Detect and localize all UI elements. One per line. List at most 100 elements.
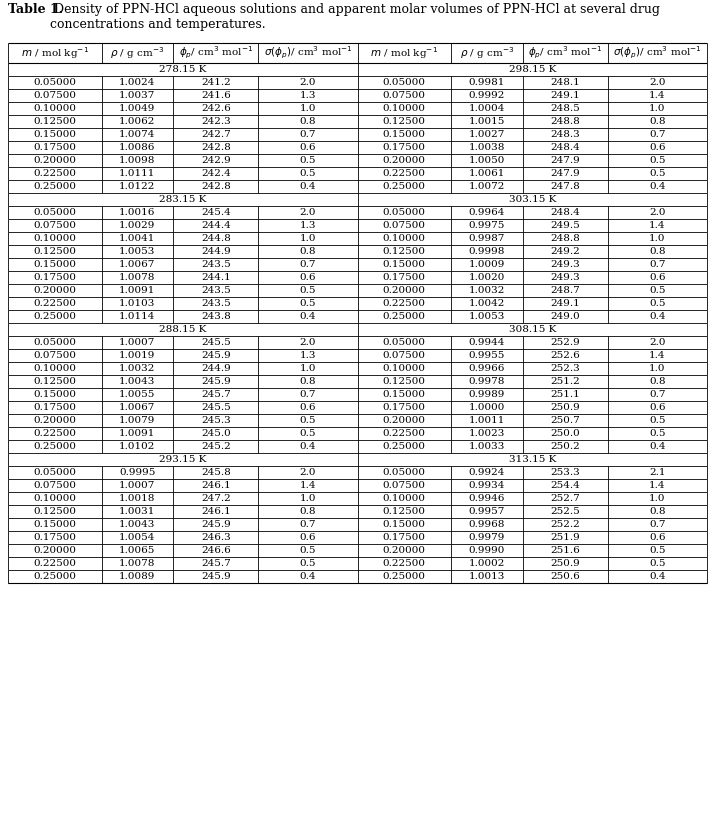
Text: 1.0024: 1.0024 bbox=[119, 78, 156, 87]
Text: $\sigma(\phi_p)$/ cm$^3$ mol$^{-1}$: $\sigma(\phi_p)$/ cm$^3$ mol$^{-1}$ bbox=[264, 45, 352, 61]
Text: 0.9924: 0.9924 bbox=[468, 468, 505, 477]
Text: 244.9: 244.9 bbox=[201, 247, 231, 256]
Text: 1.0: 1.0 bbox=[300, 364, 316, 373]
Text: 250.7: 250.7 bbox=[551, 416, 580, 425]
Text: 1.0072: 1.0072 bbox=[468, 182, 505, 191]
Text: 0.5: 0.5 bbox=[649, 416, 666, 425]
Text: 0.22500: 0.22500 bbox=[383, 429, 426, 438]
Text: 0.25000: 0.25000 bbox=[383, 442, 426, 451]
Text: 0.12500: 0.12500 bbox=[383, 377, 426, 386]
Text: 241.6: 241.6 bbox=[201, 91, 231, 100]
Text: 1.0091: 1.0091 bbox=[119, 429, 156, 438]
Text: 0.22500: 0.22500 bbox=[383, 299, 426, 308]
Text: 2.0: 2.0 bbox=[300, 338, 316, 347]
Text: 248.8: 248.8 bbox=[551, 117, 580, 126]
Text: 0.7: 0.7 bbox=[300, 390, 316, 399]
Text: 1.0020: 1.0020 bbox=[468, 273, 505, 282]
Text: 0.07500: 0.07500 bbox=[383, 91, 426, 100]
Text: 0.25000: 0.25000 bbox=[383, 182, 426, 191]
Text: 1.0114: 1.0114 bbox=[119, 312, 156, 321]
Text: 249.3: 249.3 bbox=[551, 260, 580, 269]
Text: $m$ / mol kg$^{-1}$: $m$ / mol kg$^{-1}$ bbox=[21, 45, 89, 61]
Text: 243.5: 243.5 bbox=[201, 260, 231, 269]
Text: 245.7: 245.7 bbox=[201, 390, 231, 399]
Text: 0.9998: 0.9998 bbox=[468, 247, 505, 256]
Text: 1.4: 1.4 bbox=[649, 481, 666, 490]
Text: 0.22500: 0.22500 bbox=[34, 559, 77, 568]
Text: 0.8: 0.8 bbox=[649, 247, 666, 256]
Text: 0.10000: 0.10000 bbox=[383, 104, 426, 113]
Text: 313.15 K: 313.15 K bbox=[508, 455, 556, 464]
Text: 0.17500: 0.17500 bbox=[383, 533, 426, 542]
Text: 0.4: 0.4 bbox=[649, 442, 666, 451]
Text: 0.5: 0.5 bbox=[649, 169, 666, 178]
Text: 1.0122: 1.0122 bbox=[119, 182, 156, 191]
Text: 252.6: 252.6 bbox=[551, 351, 580, 360]
Text: 1.0067: 1.0067 bbox=[119, 403, 156, 412]
Text: 250.9: 250.9 bbox=[551, 403, 580, 412]
Text: 0.12500: 0.12500 bbox=[383, 117, 426, 126]
Text: 244.9: 244.9 bbox=[201, 364, 231, 373]
Text: 1.0032: 1.0032 bbox=[119, 364, 156, 373]
Text: 0.8: 0.8 bbox=[300, 247, 316, 256]
Text: 242.7: 242.7 bbox=[201, 130, 231, 139]
Text: 0.10000: 0.10000 bbox=[34, 234, 77, 243]
Text: 247.9: 247.9 bbox=[551, 169, 580, 178]
Text: 1.0061: 1.0061 bbox=[468, 169, 505, 178]
Text: 0.07500: 0.07500 bbox=[34, 351, 77, 360]
Text: 0.4: 0.4 bbox=[649, 182, 666, 191]
Text: 283.15 K: 283.15 K bbox=[159, 195, 207, 204]
Text: 1.0042: 1.0042 bbox=[468, 299, 505, 308]
Text: 0.15000: 0.15000 bbox=[383, 260, 426, 269]
Text: 0.9944: 0.9944 bbox=[468, 338, 505, 347]
Text: 0.20000: 0.20000 bbox=[383, 546, 426, 555]
Text: 1.0065: 1.0065 bbox=[119, 546, 156, 555]
Text: 0.6: 0.6 bbox=[300, 403, 316, 412]
Text: 0.7: 0.7 bbox=[649, 520, 666, 529]
Text: 1.0019: 1.0019 bbox=[119, 351, 156, 360]
Text: 249.0: 249.0 bbox=[551, 312, 580, 321]
Text: 250.6: 250.6 bbox=[551, 572, 580, 581]
Text: 0.9989: 0.9989 bbox=[468, 390, 505, 399]
Text: 1.0078: 1.0078 bbox=[119, 559, 156, 568]
Text: 0.4: 0.4 bbox=[649, 312, 666, 321]
Text: 1.0079: 1.0079 bbox=[119, 416, 156, 425]
Text: 0.20000: 0.20000 bbox=[383, 286, 426, 295]
Text: 249.1: 249.1 bbox=[551, 91, 580, 100]
Text: 251.2: 251.2 bbox=[551, 377, 580, 386]
Text: 0.9975: 0.9975 bbox=[468, 221, 505, 230]
Text: 0.8: 0.8 bbox=[300, 507, 316, 516]
Text: 0.9978: 0.9978 bbox=[468, 377, 505, 386]
Text: 248.3: 248.3 bbox=[551, 130, 580, 139]
Text: 0.05000: 0.05000 bbox=[383, 78, 426, 87]
Text: 0.25000: 0.25000 bbox=[383, 312, 426, 321]
Text: 0.6: 0.6 bbox=[649, 533, 666, 542]
Text: 1.0016: 1.0016 bbox=[119, 208, 156, 217]
Text: 0.9987: 0.9987 bbox=[468, 234, 505, 243]
Text: 1.0: 1.0 bbox=[300, 494, 316, 503]
Text: 298.15 K: 298.15 K bbox=[508, 65, 556, 74]
Text: 0.05000: 0.05000 bbox=[383, 208, 426, 217]
Text: 1.0032: 1.0032 bbox=[468, 286, 505, 295]
Text: 1.3: 1.3 bbox=[300, 221, 316, 230]
Text: 0.5: 0.5 bbox=[649, 156, 666, 165]
Text: 1.0000: 1.0000 bbox=[468, 403, 505, 412]
Text: 0.9966: 0.9966 bbox=[468, 364, 505, 373]
Text: 0.22500: 0.22500 bbox=[383, 559, 426, 568]
Text: 1.0103: 1.0103 bbox=[119, 299, 156, 308]
Text: 252.2: 252.2 bbox=[551, 520, 580, 529]
Text: 0.5: 0.5 bbox=[300, 416, 316, 425]
Text: 0.9995: 0.9995 bbox=[119, 468, 156, 477]
Text: 0.4: 0.4 bbox=[300, 442, 316, 451]
Text: 0.22500: 0.22500 bbox=[34, 299, 77, 308]
Text: 252.5: 252.5 bbox=[551, 507, 580, 516]
Text: 0.07500: 0.07500 bbox=[383, 481, 426, 490]
Text: 249.5: 249.5 bbox=[551, 221, 580, 230]
Text: 0.07500: 0.07500 bbox=[383, 221, 426, 230]
Text: 249.2: 249.2 bbox=[551, 247, 580, 256]
Text: 0.9964: 0.9964 bbox=[468, 208, 505, 217]
Text: 0.4: 0.4 bbox=[649, 572, 666, 581]
Text: 0.17500: 0.17500 bbox=[34, 143, 77, 152]
Text: 248.8: 248.8 bbox=[551, 234, 580, 243]
Text: 0.20000: 0.20000 bbox=[34, 546, 77, 555]
